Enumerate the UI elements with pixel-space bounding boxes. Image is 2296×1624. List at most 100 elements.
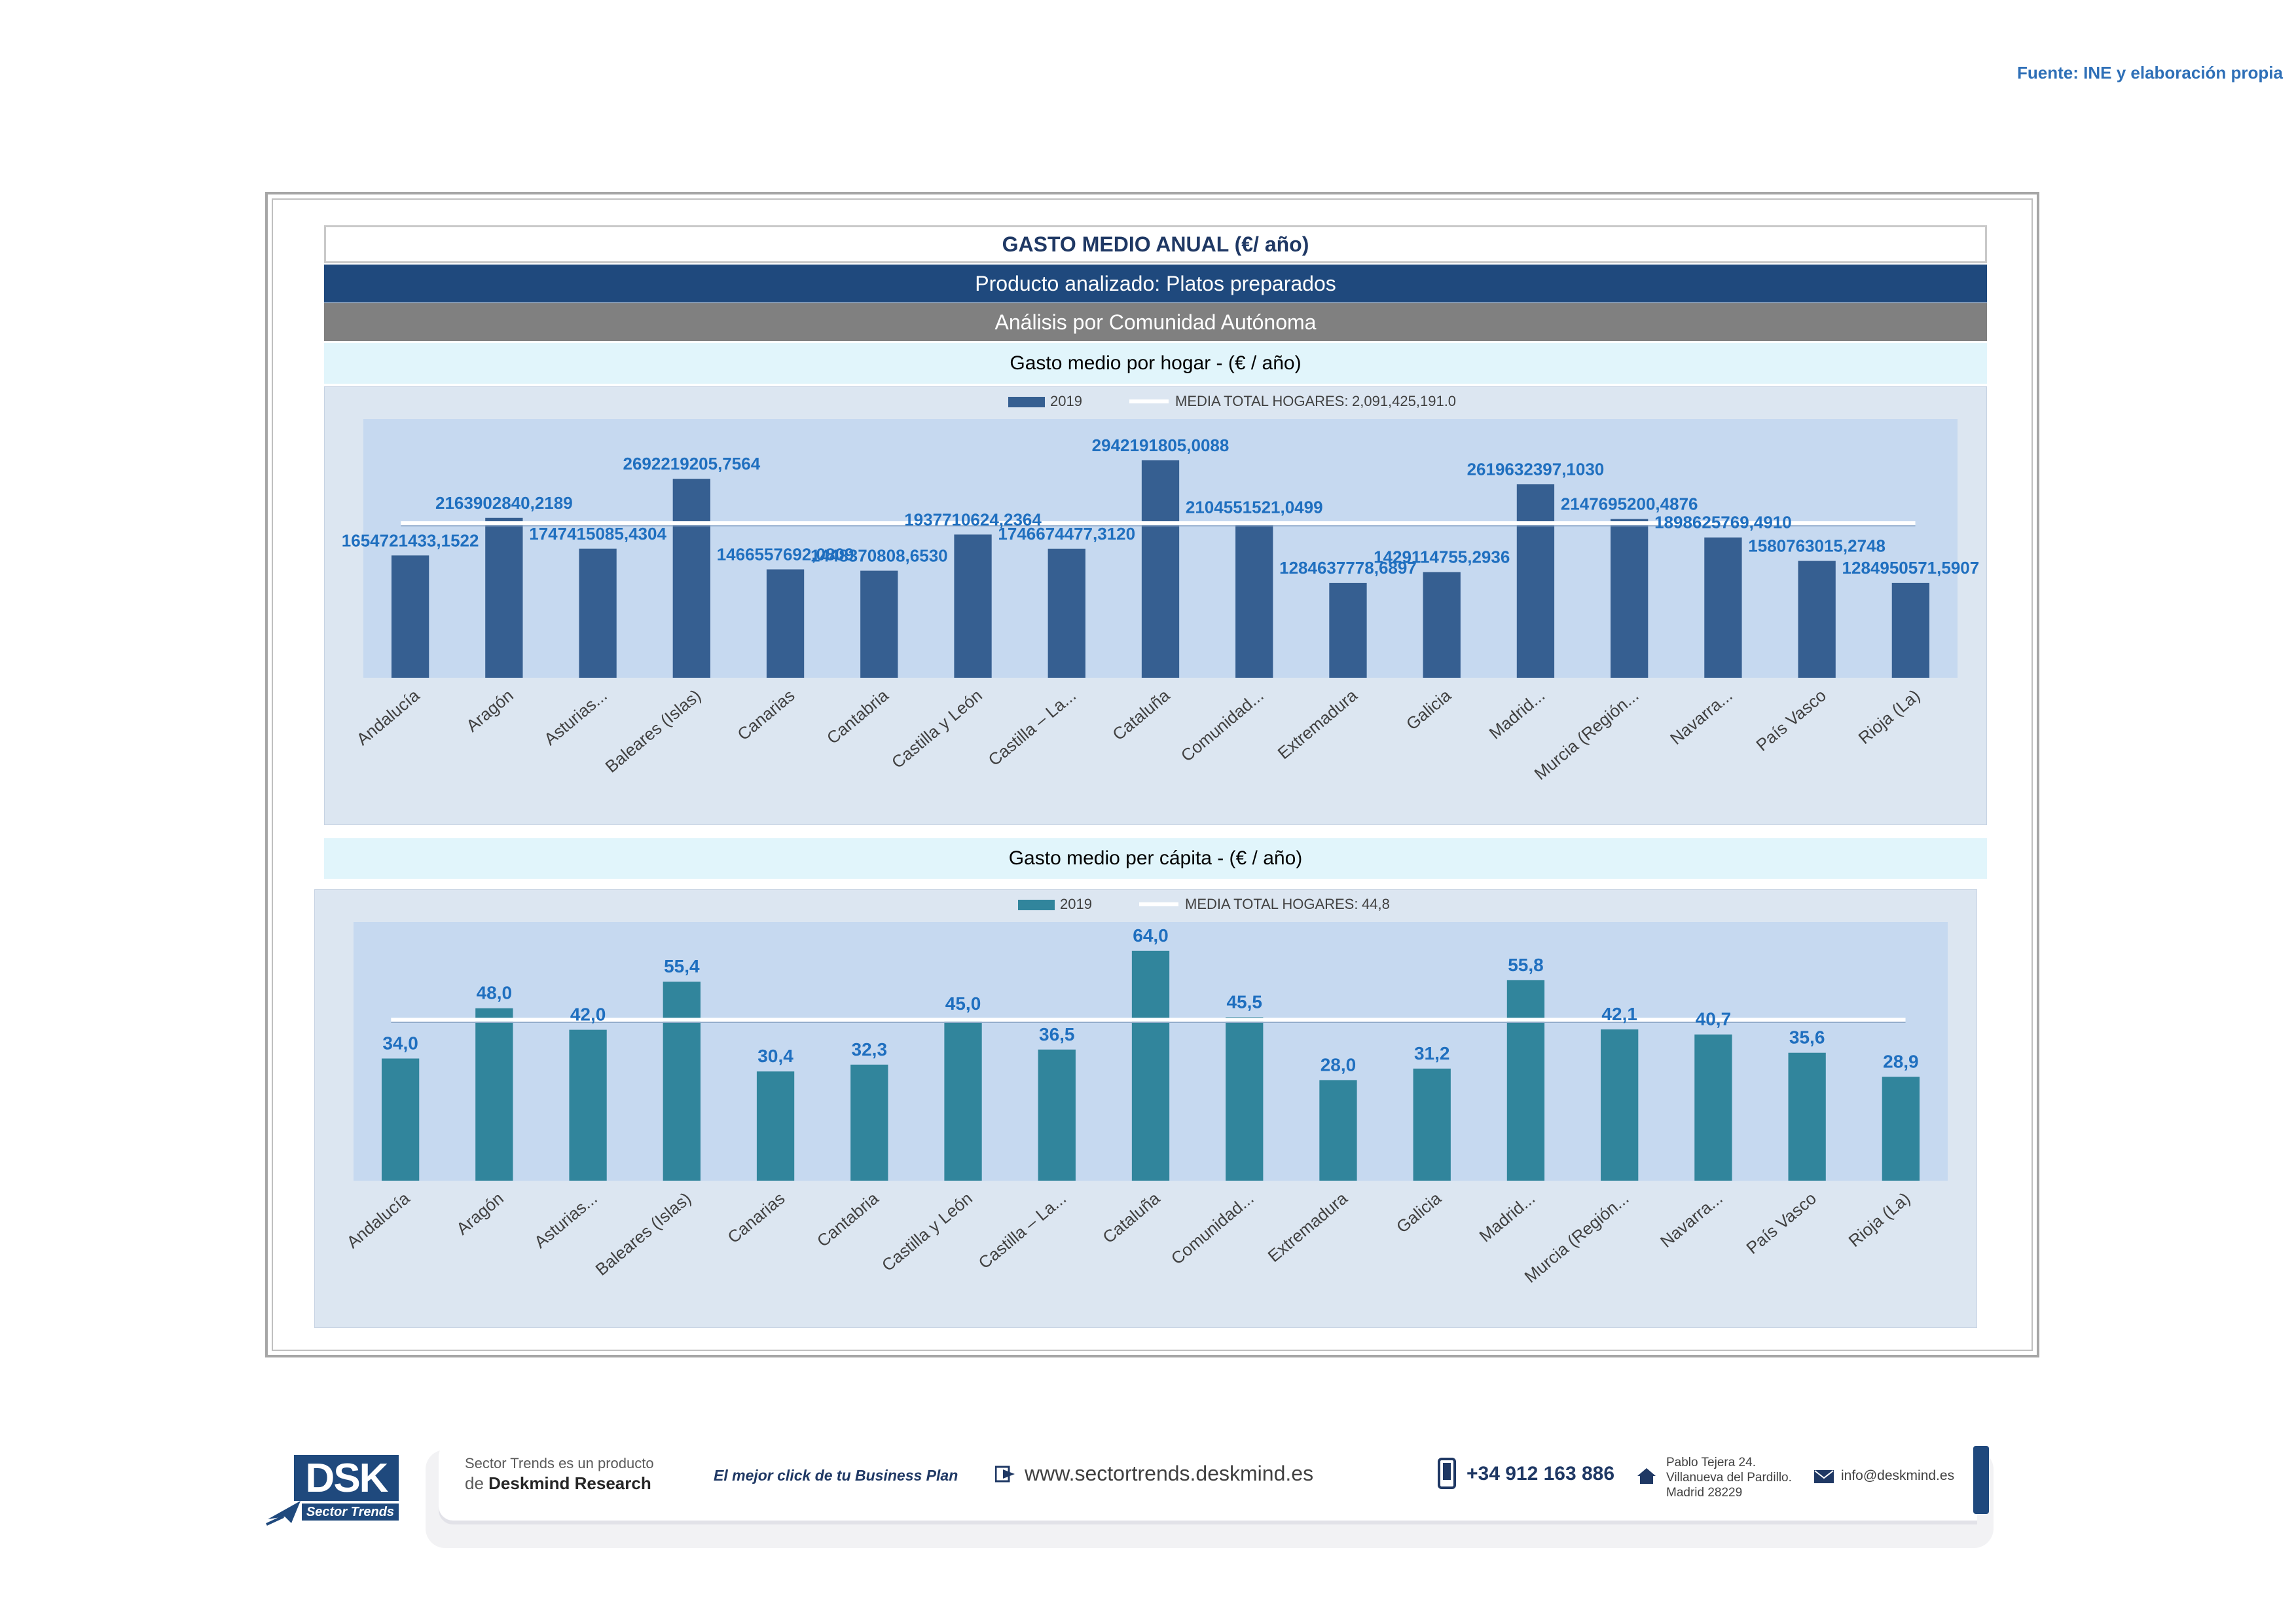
bar-7 — [1038, 1049, 1076, 1181]
bar-16 — [1891, 582, 1930, 678]
source-note: Fuente: INE y elaboración propia — [2017, 63, 2283, 83]
chart2-section-title: Gasto medio per cápita - (€ / año) — [324, 838, 1987, 879]
data-label-9: 45,5 — [1226, 991, 1262, 1012]
data-label-5: 1448370808,6530 — [811, 546, 948, 566]
chart-legend: 2019 MEDIA TOTAL HOGARES: 2,091,425,191.0 — [1008, 393, 1456, 409]
chart-gasto-capita: 2019 MEDIA TOTAL HOGARES: 44,8 34,0 48,0 42,0… — [314, 889, 1977, 1328]
bar-4 — [756, 1071, 795, 1181]
bar-2 — [569, 1029, 607, 1181]
chart1-section-title: Gasto medio por hogar - (€ / año) — [324, 343, 1987, 384]
data-label-3: 2692219205,7564 — [623, 454, 760, 473]
footer-line2: de Deskmind Research — [465, 1473, 651, 1494]
footer-address: Pablo Tejera 24. Villanueva del Pardillo… — [1666, 1455, 1792, 1500]
bar-3 — [672, 479, 710, 678]
footer-line1: Sector Trends es un producto — [465, 1455, 654, 1471]
legend-mean-label: MEDIA TOTAL HOGARES: — [1175, 393, 1348, 409]
footer-banner: Sector Trends es un producto de Deskmind… — [419, 1441, 2003, 1552]
bar-2 — [579, 548, 617, 678]
data-label-1: 48,0 — [477, 983, 513, 1003]
bar-10 — [1329, 583, 1367, 678]
legend-series-label: 2019 — [1060, 896, 1092, 912]
report-title: GASTO MEDIO ANUAL (€/ año) — [324, 225, 1987, 263]
footer-email[interactable]: info@deskmind.es — [1841, 1468, 1955, 1483]
legend-swatch-series — [1008, 397, 1045, 407]
bar-13 — [1601, 1029, 1639, 1181]
chart-legend: 2019 MEDIA TOTAL HOGARES: 44,8 — [1018, 896, 1390, 912]
bar-4 — [766, 569, 805, 678]
data-label-6: 1937710624,2364 — [904, 509, 1042, 529]
data-label-2: 1747415085,4304 — [529, 524, 666, 544]
data-label-9: 2104551521,0499 — [1186, 497, 1323, 517]
data-label-14: 1898625769,4910 — [1654, 513, 1792, 532]
data-label-11: 1429114755,2936 — [1374, 547, 1510, 567]
footer-brand: Deskmind Research — [488, 1473, 651, 1493]
data-label-13: 2147695200,4876 — [1561, 494, 1698, 514]
bar-7 — [1048, 548, 1085, 678]
data-label-12: 2619632397,1030 — [1467, 459, 1605, 479]
data-label-11: 31,2 — [1414, 1043, 1450, 1063]
legend-mean-label: MEDIA TOTAL HOGARES: — [1185, 896, 1358, 912]
bar-11 — [1423, 572, 1461, 678]
legend-mean-value: 44,8 — [1362, 896, 1390, 912]
data-label-2: 42,0 — [570, 1005, 606, 1025]
bar-12 — [1506, 980, 1545, 1181]
analysis-banner: Análisis por Comunidad Autónoma — [324, 303, 1987, 341]
bar-8 — [1141, 460, 1180, 678]
footer-website[interactable]: www.sectortrends.deskmind.es — [1025, 1462, 1314, 1485]
data-label-4: 30,4 — [757, 1046, 793, 1066]
bar-3 — [663, 982, 701, 1181]
logo-subtitle: Sector Trends — [302, 1504, 399, 1521]
bar-9 — [1235, 522, 1273, 678]
footer-address-line3: Madrid 28229 — [1666, 1486, 1743, 1500]
dsk-logo: DSK Sector Trends — [265, 1455, 403, 1534]
data-label-10: 1284637778,6897 — [1279, 558, 1417, 578]
phone-icon — [1438, 1458, 1456, 1489]
bar-15 — [1798, 561, 1836, 678]
data-label-7: 1746674477,3120 — [998, 524, 1135, 544]
bar-13 — [1611, 519, 1649, 678]
bar-5 — [860, 570, 898, 678]
data-label-16: 1284950571,5907 — [1842, 558, 1980, 578]
product-banner: Producto analizado: Platos preparados — [324, 265, 1987, 303]
bar-6 — [954, 534, 992, 678]
data-label-0: 34,0 — [382, 1033, 418, 1053]
data-label-8: 64,0 — [1133, 925, 1169, 946]
bar-5 — [850, 1064, 888, 1181]
footer-slogan: El mejor click de tu Business Plan — [714, 1467, 958, 1484]
link-arrow-icon — [995, 1466, 1015, 1483]
legend-mean-value: 2,091,425,191.0 — [1352, 393, 1456, 409]
data-label-0: 1654721433,1522 — [342, 530, 479, 550]
data-label-8: 2942191805,0088 — [1092, 435, 1230, 455]
data-label-7: 36,5 — [1039, 1024, 1075, 1044]
bar-14 — [1694, 1034, 1732, 1181]
bar-1 — [475, 1008, 513, 1181]
data-label-1: 2163902840,2189 — [435, 493, 573, 513]
footer-address-line1: Pablo Tejera 24. — [1666, 1456, 1756, 1469]
logo-text: DSK — [294, 1455, 399, 1501]
footer-line2-prefix: de — [465, 1473, 489, 1493]
legend-swatch-series — [1018, 900, 1055, 910]
footer-phone[interactable]: +34 912 163 886 — [1467, 1463, 1615, 1485]
mail-icon — [1814, 1470, 1834, 1483]
legend-series-label: 2019 — [1050, 393, 1082, 409]
data-label-4: 1466557692,0809 — [717, 544, 854, 564]
data-label-14: 40,7 — [1696, 1009, 1732, 1029]
footer-address-line2: Villanueva del Pardillo. — [1666, 1471, 1792, 1485]
bar-12 — [1516, 484, 1555, 678]
bar-9 — [1226, 1017, 1264, 1181]
bar-0 — [381, 1058, 420, 1181]
home-icon — [1637, 1468, 1656, 1484]
cursor-arrow-icon — [266, 1501, 301, 1526]
bar-6 — [944, 1019, 982, 1181]
data-label-6: 45,0 — [945, 993, 981, 1014]
bar-11 — [1413, 1068, 1451, 1181]
bar-15 — [1788, 1052, 1826, 1181]
data-label-15: 1580763015,2748 — [1748, 536, 1886, 556]
data-label-16: 28,9 — [1883, 1051, 1919, 1071]
chart-gasto-hogar: 2019 MEDIA TOTAL HOGARES: 2,091,425,191.0 1… — [324, 386, 1987, 825]
bar-0 — [391, 555, 429, 678]
data-label-10: 28,0 — [1321, 1054, 1357, 1075]
bar-16 — [1882, 1077, 1920, 1181]
data-label-5: 32,3 — [852, 1039, 888, 1060]
bar-1 — [485, 517, 523, 678]
